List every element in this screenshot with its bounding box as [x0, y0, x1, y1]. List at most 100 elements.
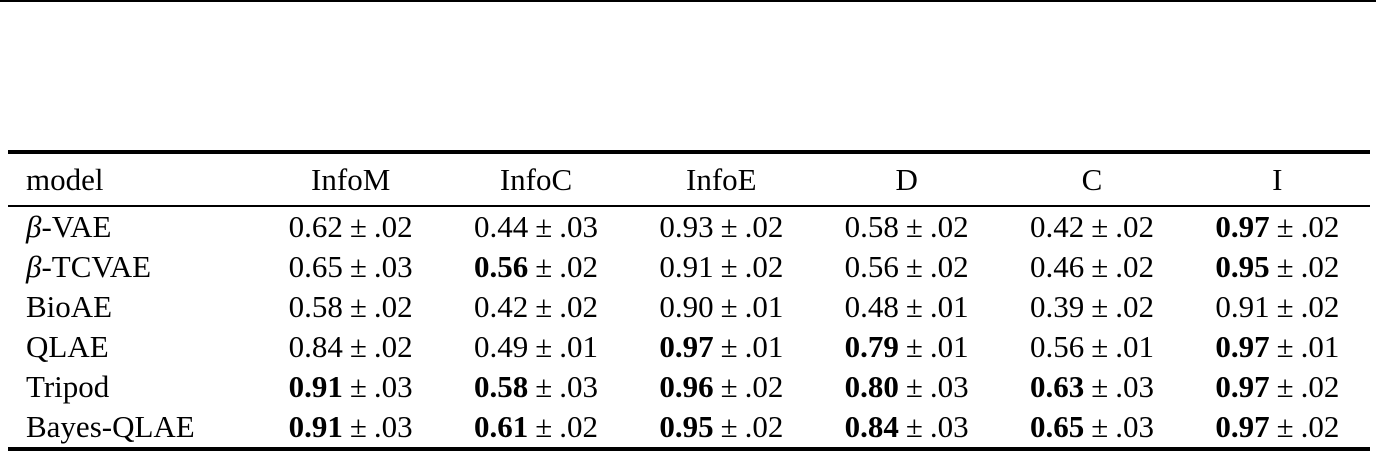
model-name-text: QLAE	[26, 329, 109, 364]
metric-value-cell: 0.97 ± .02	[1185, 367, 1370, 407]
model-name-text: -TCVAE	[41, 249, 152, 284]
metric-mean: 0.49	[473, 329, 529, 364]
plus-minus-sign: ±	[905, 409, 923, 444]
plus-minus-sign: ±	[905, 249, 923, 284]
metric-mean: 0.95	[659, 409, 714, 444]
cropped-rule-artifact	[0, 0, 1376, 2]
plus-minus-sign: ±	[1276, 369, 1294, 404]
plus-minus-sign: ±	[720, 329, 738, 364]
metric-stderr: .02	[1115, 289, 1154, 324]
column-header-model: model	[8, 152, 258, 207]
metric-mean: 0.61	[473, 409, 529, 444]
results-table: model InfoM InfoC InfoE D C I β-VAE 0.62 ±…	[8, 150, 1370, 451]
plus-minus-sign: ±	[535, 369, 553, 404]
plus-minus-sign: ±	[535, 329, 553, 364]
metric-value-cell: 0.42 ± .02	[999, 206, 1184, 247]
model-name-text: BioAE	[26, 289, 113, 324]
metric-stderr: .03	[1115, 409, 1154, 444]
metric-value-cell: 0.97 ± .02	[1185, 407, 1370, 449]
metric-mean: 0.42	[1029, 209, 1085, 244]
metric-value-cell: 0.97 ± .02	[1185, 206, 1370, 247]
plus-minus-sign: ±	[1091, 409, 1109, 444]
metric-stderr: .02	[1300, 289, 1340, 324]
metric-mean: 0.62	[288, 209, 343, 244]
model-name-cell: BioAE	[8, 287, 258, 327]
model-name-cell: Bayes-QLAE	[8, 407, 258, 449]
metric-mean: 0.91	[659, 249, 714, 284]
metric-mean: 0.63	[1029, 369, 1085, 404]
metric-stderr: .03	[929, 409, 969, 444]
plus-minus-sign: ±	[535, 289, 553, 324]
metric-value-cell: 0.56 ± .01	[999, 327, 1184, 367]
table-row: BioAE 0.58 ± .02 0.42 ± .02 0.90 ± .01 0.48 ± .01 0.3…	[8, 287, 1370, 327]
plus-minus-sign: ±	[1091, 369, 1109, 404]
metric-value-cell: 0.84 ± .02	[258, 327, 443, 367]
plus-minus-sign: ±	[349, 249, 367, 284]
model-name-text: -VAE	[41, 209, 112, 244]
plus-minus-sign: ±	[1091, 329, 1109, 364]
plus-minus-sign: ±	[720, 409, 738, 444]
table-body: β-VAE 0.62 ± .02 0.44 ± .03 0.93 ± .02 0.58 ± .02 0.4…	[8, 206, 1370, 449]
metric-value-cell: 0.95 ± .02	[629, 407, 814, 449]
metric-value-cell: 0.56 ± .02	[814, 247, 999, 287]
metric-mean: 0.80	[844, 369, 899, 404]
metric-stderr: .02	[1300, 369, 1340, 404]
metric-value-cell: 0.95 ± .02	[1185, 247, 1370, 287]
metric-mean: 0.90	[659, 289, 714, 324]
plus-minus-sign: ±	[1276, 289, 1294, 324]
plus-minus-sign: ±	[720, 289, 738, 324]
metric-value-cell: 0.58 ± .02	[258, 287, 443, 327]
metric-stderr: .03	[373, 249, 413, 284]
metric-mean: 0.42	[473, 289, 529, 324]
metric-stderr: .02	[1115, 209, 1154, 244]
plus-minus-sign: ±	[1091, 209, 1109, 244]
plus-minus-sign: ±	[535, 409, 553, 444]
header-row: model InfoM InfoC InfoE D C I	[8, 152, 1370, 207]
metric-mean: 0.79	[844, 329, 899, 364]
metric-value-cell: 0.58 ± .02	[814, 206, 999, 247]
model-name-cell: β-TCVAE	[8, 247, 258, 287]
metric-value-cell: 0.91 ± .03	[258, 367, 443, 407]
metric-value-cell: 0.56 ± .02	[443, 247, 628, 287]
plus-minus-sign: ±	[905, 329, 923, 364]
metric-stderr: .02	[559, 249, 598, 284]
metric-stderr: .02	[373, 289, 413, 324]
column-header-infom: InfoM	[258, 152, 444, 207]
metric-stderr: .02	[1300, 209, 1340, 244]
plus-minus-sign: ±	[905, 369, 923, 404]
plus-minus-sign: ±	[1276, 249, 1294, 284]
metric-mean: 0.95	[1215, 249, 1270, 284]
metric-stderr: .03	[929, 369, 969, 404]
metric-mean: 0.84	[288, 329, 343, 364]
metric-mean: 0.91	[288, 409, 343, 444]
metric-stderr: .03	[373, 369, 413, 404]
metric-value-cell: 0.58 ± .03	[443, 367, 628, 407]
metric-value-cell: 0.84 ± .03	[814, 407, 999, 449]
model-name-cell: Tripod	[8, 367, 258, 407]
metric-mean: 0.58	[288, 289, 343, 324]
metric-value-cell: 0.93 ± .02	[629, 206, 814, 247]
metric-stderr: .01	[1115, 329, 1154, 364]
metric-mean: 0.84	[844, 409, 899, 444]
metric-mean: 0.97	[1215, 209, 1270, 244]
plus-minus-sign: ±	[349, 409, 367, 444]
metric-value-cell: 0.79 ± .01	[814, 327, 999, 367]
metric-stderr: .02	[929, 209, 969, 244]
metric-stderr: .03	[373, 409, 413, 444]
metric-mean: 0.97	[1215, 329, 1270, 364]
metric-mean: 0.91	[288, 369, 343, 404]
metric-value-cell: 0.91 ± .03	[258, 407, 443, 449]
plus-minus-sign: ±	[905, 289, 923, 324]
table-row: β-VAE 0.62 ± .02 0.44 ± .03 0.93 ± .02 0.58 ± .02 0.4…	[8, 206, 1370, 247]
metric-stderr: .02	[1300, 249, 1340, 284]
plus-minus-sign: ±	[720, 209, 738, 244]
metric-mean: 0.46	[1029, 249, 1085, 284]
metric-stderr: .01	[559, 329, 598, 364]
metric-value-cell: 0.49 ± .01	[443, 327, 628, 367]
metric-mean: 0.58	[473, 369, 529, 404]
plus-minus-sign: ±	[349, 209, 367, 244]
model-name-text: Bayes-QLAE	[26, 409, 195, 444]
plus-minus-sign: ±	[720, 249, 738, 284]
metric-stderr: .02	[744, 249, 784, 284]
metric-value-cell: 0.65 ± .03	[999, 407, 1184, 449]
